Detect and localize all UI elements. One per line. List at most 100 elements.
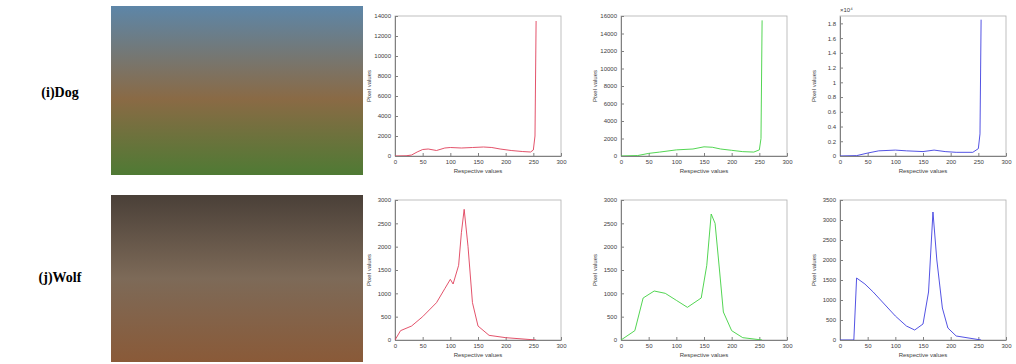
tick-label: 0: [833, 153, 837, 159]
x-axis-title: Respective values: [454, 168, 503, 174]
tick-label: 1.4: [828, 50, 837, 56]
tick-label: 200: [946, 159, 957, 165]
tick-mark: [840, 340, 843, 341]
plot-frame: [395, 200, 561, 340]
y-axis-title: Pixel values: [592, 254, 598, 286]
tick-mark: [395, 247, 398, 248]
chart: 05010015020025030000.20.40.60.811.21.41.…: [811, 7, 1012, 174]
tick: 200: [501, 337, 512, 349]
tick-mark: [978, 153, 979, 156]
tick-mark: [732, 337, 733, 340]
tick-mark: [621, 156, 624, 157]
tick: 50: [865, 153, 872, 165]
tick-mark: [450, 153, 451, 156]
tick: 0.6: [828, 109, 843, 115]
tick: 1500: [823, 277, 843, 283]
plot-area: [395, 209, 536, 340]
tick-label: 50: [420, 343, 427, 349]
tick-label: 1.8: [828, 21, 837, 27]
tick: 3000: [604, 197, 624, 203]
tick-label: 0: [388, 153, 392, 159]
axis-line: [395, 17, 396, 157]
tick: 100: [891, 337, 902, 349]
axis-line: [396, 340, 562, 341]
tick-label: 6000: [378, 93, 392, 99]
tick: 0.4: [828, 124, 843, 130]
tick-mark: [840, 280, 843, 281]
photo: [111, 195, 363, 362]
x-axis-title: Respective values: [680, 352, 729, 358]
tick-mark: [478, 337, 479, 340]
tick-mark: [840, 97, 843, 98]
tick-label: 150: [473, 343, 484, 349]
tick-label: 8000: [604, 83, 618, 89]
figure: (i)Dog(j)Wolf050100150200250300020004000…: [0, 0, 1016, 364]
row-label: (i)Dog: [41, 85, 78, 101]
tick-mark: [649, 337, 650, 340]
tick-mark: [395, 293, 398, 294]
axis-line: [622, 156, 788, 157]
tick-mark: [395, 317, 398, 318]
histogram-line: [621, 214, 762, 340]
tick-mark: [395, 200, 398, 201]
tick-label: 50: [646, 159, 653, 165]
tick: 2000: [604, 244, 624, 250]
y-axis: 02000400060008000100001200014000: [374, 13, 398, 159]
tick: 300: [1001, 337, 1012, 349]
tick: 250: [755, 337, 766, 349]
tick-label: 0: [394, 159, 398, 165]
tick: 300: [556, 153, 567, 165]
tick-label: 3000: [604, 197, 618, 203]
tick: 200: [727, 337, 738, 349]
tick: 1.4: [828, 50, 843, 56]
tick: 150: [699, 153, 710, 165]
tick: 500: [826, 317, 843, 323]
plot-area: [621, 20, 762, 156]
tick-label: 500: [826, 317, 837, 323]
tick-label: 1000: [378, 291, 392, 297]
tick-mark: [621, 270, 624, 271]
tick: 250: [755, 153, 766, 165]
tick-mark: [621, 293, 624, 294]
tick: 100: [446, 337, 457, 349]
tick: 0: [833, 337, 843, 343]
tick: 12000: [374, 33, 398, 39]
tick-mark: [450, 337, 451, 340]
tick-label: 300: [1001, 159, 1012, 165]
tick: 2000: [378, 244, 398, 250]
tick-label: 14000: [374, 13, 391, 19]
tick-mark: [840, 68, 843, 69]
y-axis-title: Pixel values: [592, 70, 598, 102]
tick-label: 3000: [823, 217, 837, 223]
x-axis: 050100150200250300: [839, 337, 1012, 349]
tick-label: 12000: [374, 33, 391, 39]
axis-multiplier: ×10⁴: [840, 7, 853, 13]
y-axis: 050010001500200025003000: [378, 197, 398, 343]
tick: 500: [381, 314, 398, 320]
photo: [111, 6, 363, 175]
tick: 2500: [604, 221, 624, 227]
tick-label: 50: [646, 343, 653, 349]
axis-line: [396, 156, 562, 157]
tick-mark: [395, 16, 398, 17]
tick: 50: [420, 153, 427, 165]
tick-label: 0: [620, 343, 624, 349]
tick: 0.2: [828, 139, 843, 145]
tick-label: 0: [394, 343, 398, 349]
tick-label: 1: [833, 80, 837, 86]
tick: 4000: [604, 118, 624, 124]
chart: 0501001502002503000200040006000800010000…: [366, 13, 567, 174]
tick-mark: [621, 86, 624, 87]
tick-label: 1000: [823, 297, 837, 303]
tick-mark: [840, 127, 843, 128]
histogram-line: [621, 20, 762, 156]
tick-label: 3000: [378, 197, 392, 203]
chart: 0501001502002503000500100015002000250030…: [811, 197, 1012, 358]
tick-label: 0: [839, 343, 843, 349]
tick-mark: [621, 139, 624, 140]
tick-mark: [621, 16, 624, 17]
tick: 100: [672, 337, 683, 349]
tick-label: 1.6: [828, 36, 837, 42]
axis-line: [841, 340, 1007, 341]
tick-mark: [840, 200, 843, 201]
